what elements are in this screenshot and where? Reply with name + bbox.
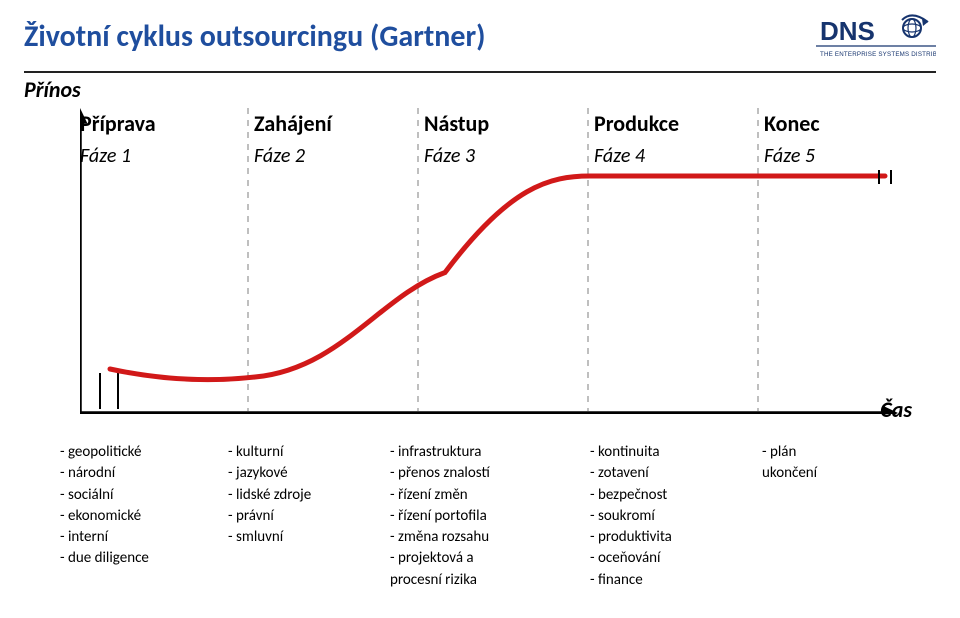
logo: DNS THE ENTERPRISE SYSTEMS DISTRIBUTOR: [816, 14, 936, 65]
bullet-line: - plán: [762, 442, 922, 463]
bullet-line: - infrastruktura: [390, 442, 550, 463]
phase-label: Příprava: [80, 110, 250, 137]
globe-icon: [902, 15, 928, 37]
phase-label: Konec: [764, 110, 934, 137]
faze-label: Fáze 1: [80, 144, 250, 168]
faze-label: Fáze 3: [424, 144, 594, 168]
bullet-line: - bezpečnost: [590, 485, 750, 506]
bullet-line: - národní: [60, 463, 220, 484]
bullet-line: - finance: [590, 570, 750, 591]
bullet-line: - zotavení: [590, 463, 750, 484]
faze-label: Fáze 5: [764, 144, 934, 168]
faze-label: Fáze 4: [594, 144, 764, 168]
bullet-line: - soukromí: [590, 506, 750, 527]
bullet-line: - due diligence: [60, 548, 220, 569]
phase-label: Nástup: [424, 110, 594, 137]
x-axis-label: Čas: [880, 396, 912, 423]
y-axis-label: Přínos: [24, 76, 81, 103]
bullet-line: - interní: [60, 527, 220, 548]
bullets-column: - infrastruktura- přenos znalostí- řízen…: [390, 442, 550, 591]
bullet-line: - řízení portofila: [390, 506, 550, 527]
bullet-line: - kulturní: [228, 442, 388, 463]
bullet-line: - řízení změn: [390, 485, 550, 506]
bullet-line: - projektová a: [390, 548, 550, 569]
header-rule: [24, 71, 936, 73]
phase-label: Produkce: [594, 110, 764, 137]
bullet-line: procesní rizika: [390, 570, 550, 591]
bullet-line: - ekonomické: [60, 506, 220, 527]
page-title: Životní cyklus outsourcingu (Gartner): [24, 18, 486, 55]
bullet-line: ukončení: [762, 463, 922, 484]
bullets-column: - geopolitické- národní- sociální- ekono…: [60, 442, 220, 570]
bullet-line: - smluvní: [228, 527, 388, 548]
bullet-line: - změna rozsahu: [390, 527, 550, 548]
phase-label: Zahájení: [254, 110, 424, 137]
bullets-column: - plán ukončení: [762, 442, 922, 485]
bullet-line: - geopolitické: [60, 442, 220, 463]
bullet-line: - přenos znalostí: [390, 463, 550, 484]
bullets-column: - kulturní- jazykové- lidské zdroje- prá…: [228, 442, 388, 548]
logo-text: DNS: [820, 16, 875, 46]
bullet-line: - právní: [228, 506, 388, 527]
bullet-line: - sociální: [60, 485, 220, 506]
logo-tagline: THE ENTERPRISE SYSTEMS DISTRIBUTOR: [820, 51, 936, 58]
faze-label: Fáze 2: [254, 144, 424, 168]
bullet-line: - kontinuita: [590, 442, 750, 463]
bullet-line: - jazykové: [228, 463, 388, 484]
bullets-column: - kontinuita- zotavení- bezpečnost- souk…: [590, 442, 750, 591]
bullet-line: - produktivita: [590, 527, 750, 548]
bullet-line: - oceňování: [590, 548, 750, 569]
bullet-line: - lidské zdroje: [228, 485, 388, 506]
